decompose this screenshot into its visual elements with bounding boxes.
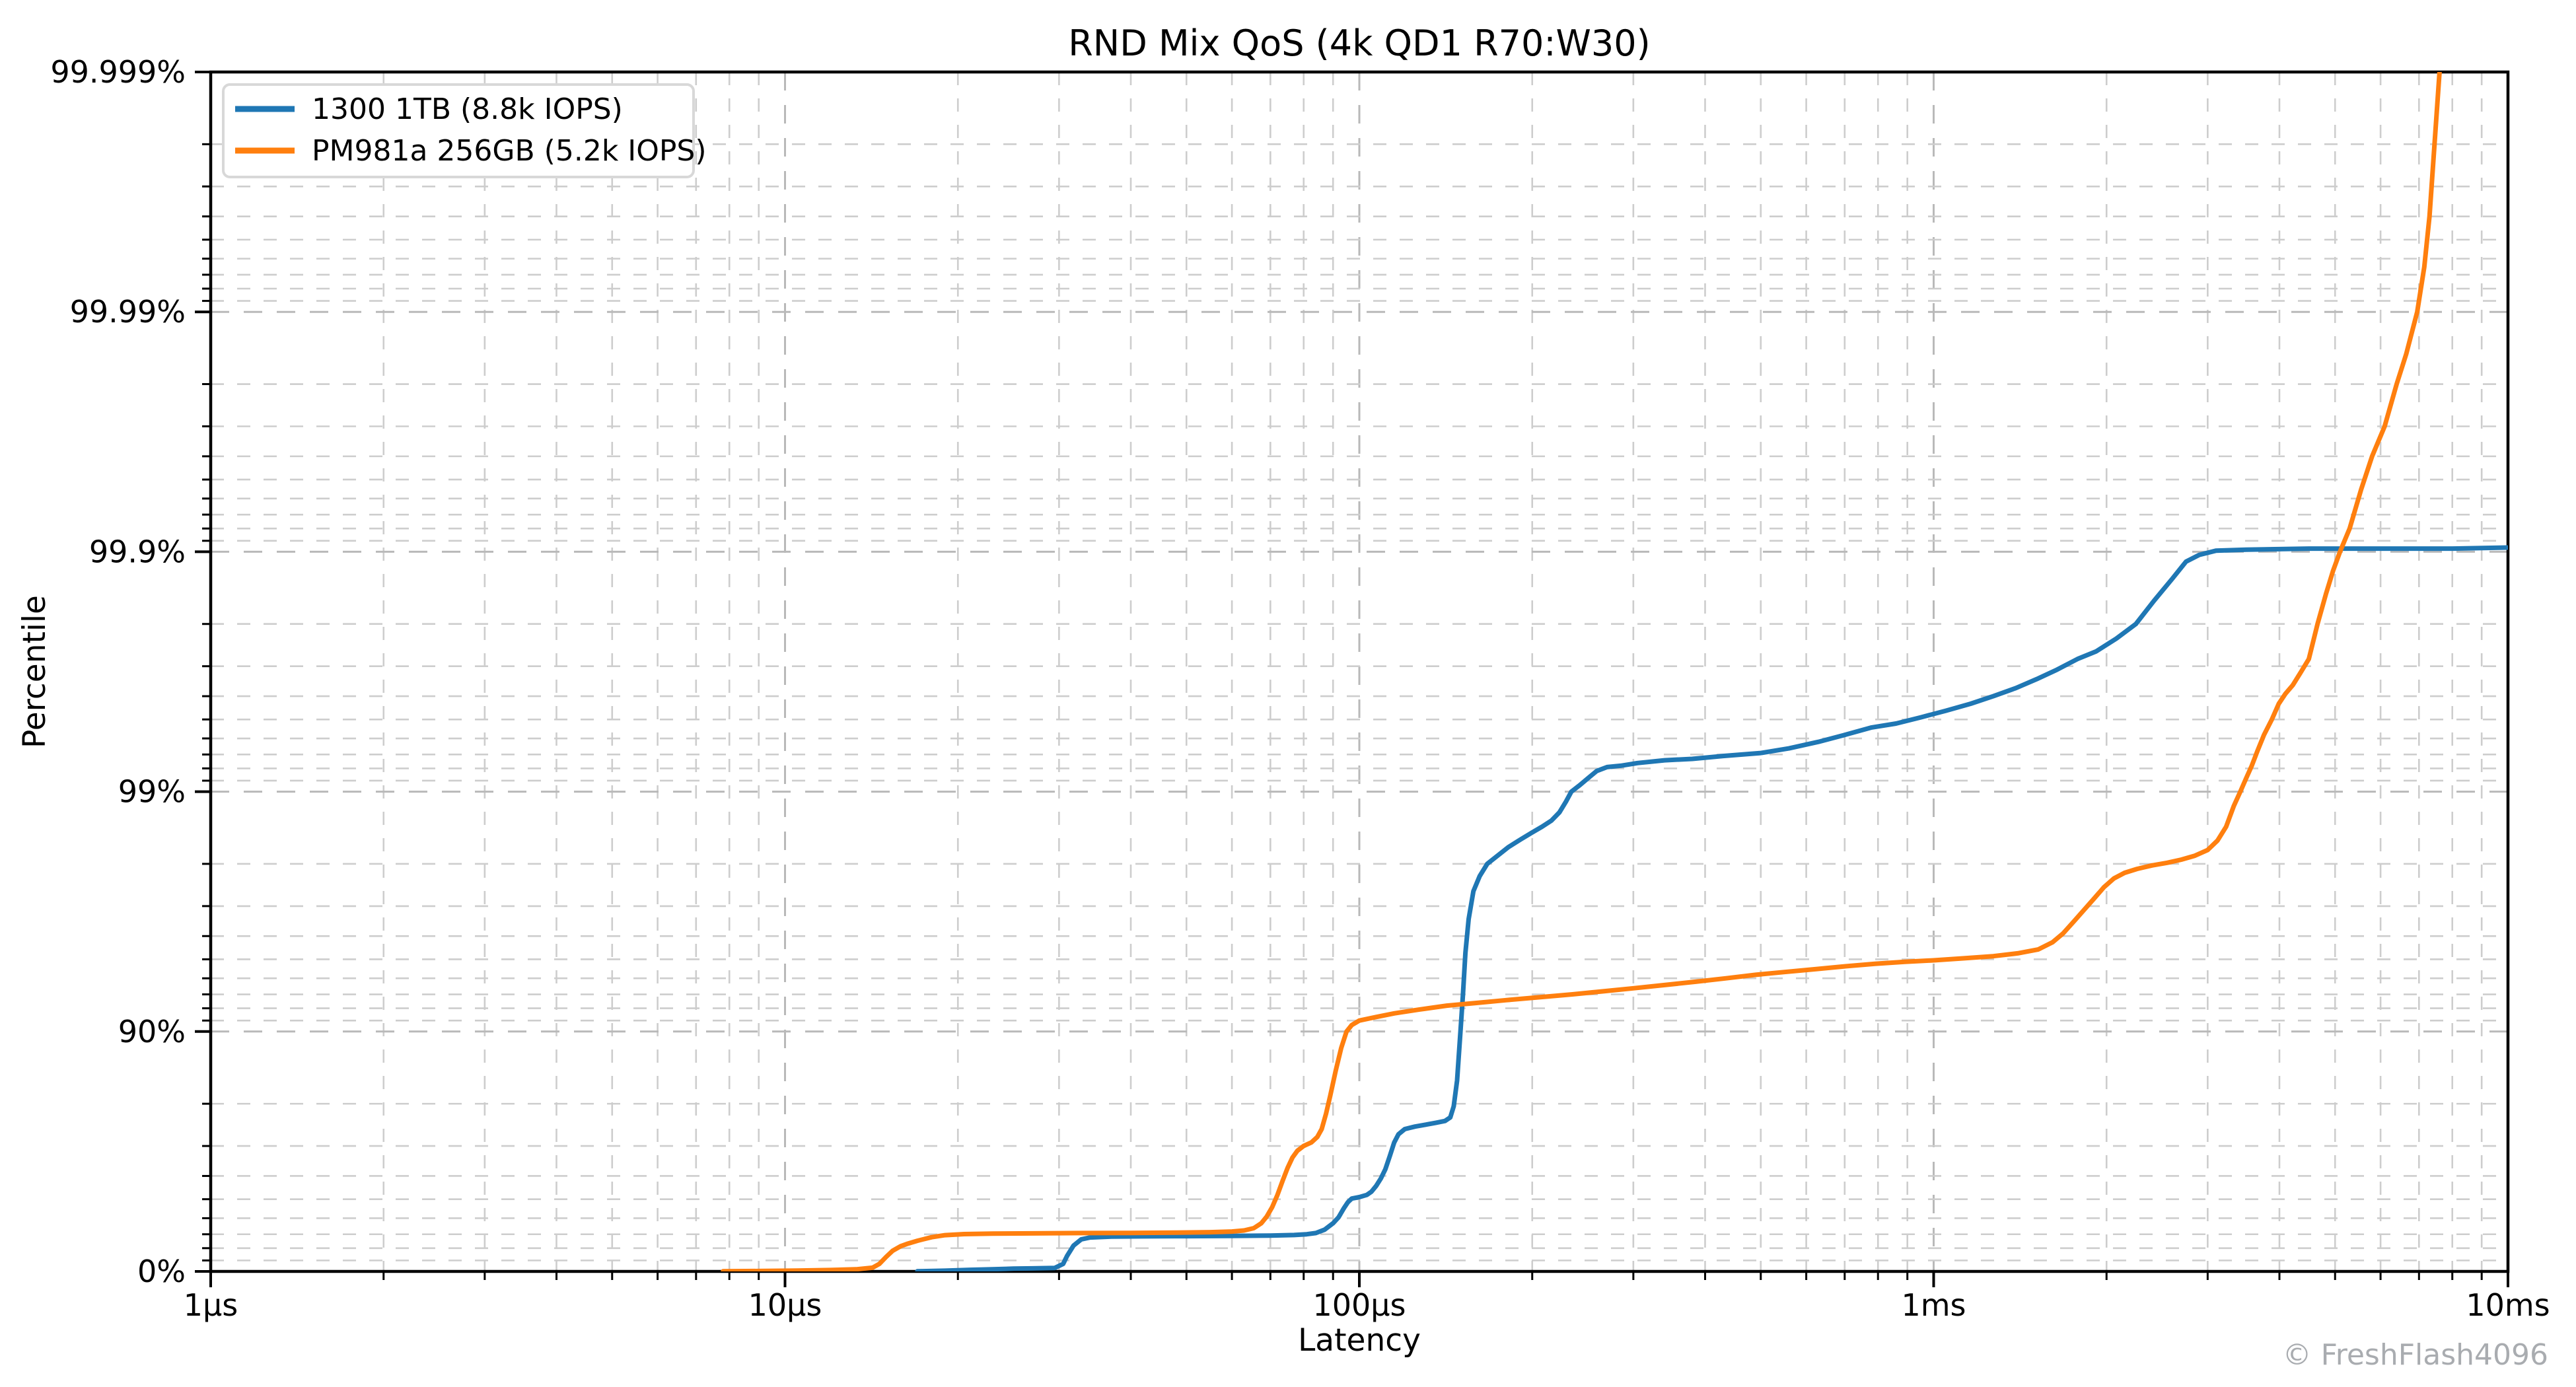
x-tick-label: 100µs [1312,1287,1406,1323]
y-tick-label: 99.999% [50,54,186,90]
legend-label-1: PM981a 256GB (5.2k IOPS) [312,134,707,168]
legend-label-0: 1300 1TB (8.8k IOPS) [312,92,623,126]
x-axis-label: Latency [1298,1322,1421,1359]
watermark: © FreshFlash4096 [2283,1338,2548,1372]
legend: 1300 1TB (8.8k IOPS) PM981a 256GB (5.2k I… [222,83,707,178]
grid-lines [211,72,2508,1271]
x-tick-label: 10µs [748,1287,822,1323]
series-curves [721,72,2508,1271]
axis-ticks [195,71,2509,1287]
legend-box [222,83,695,178]
y-tick-label: 99.9% [89,534,186,569]
y-tick-label: 99% [118,774,186,810]
series-line-1300-1tb-8-8k-iops [915,545,2508,1271]
x-tick-label: 1µs [184,1287,238,1323]
y-tick-label: 99.99% [70,294,186,330]
y-tick-label: 0% [137,1254,186,1289]
x-tick-label: 1ms [1901,1287,1966,1323]
y-axis-label: Percentile [17,595,53,748]
chart-title: RND Mix QoS (4k QD1 R70:W30) [1068,22,1650,64]
x-tick-label: 10ms [2466,1287,2550,1323]
y-tick-label: 90% [118,1014,186,1049]
series-line-pm981a-256gb-5-2k-iops [721,72,2442,1271]
axis-tick-labels: 1µs 10µs 100µs 1ms 10ms 0% 90% 99% 99.9% 99.99% 99… [50,54,2550,1323]
